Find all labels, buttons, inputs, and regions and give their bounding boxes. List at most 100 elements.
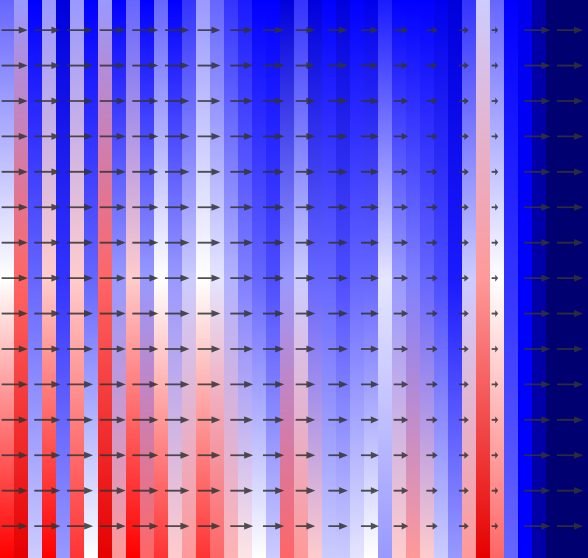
arrow (99, 168, 126, 176)
arrow (524, 168, 551, 176)
heatmap-cell (350, 0, 365, 558)
arrow (328, 203, 348, 211)
arrow (360, 380, 379, 388)
arrow (491, 451, 499, 459)
arrow (164, 97, 190, 105)
arrow (328, 487, 348, 495)
arrow (66, 26, 94, 34)
arrow (1, 62, 28, 70)
arrow (99, 487, 126, 495)
arrow (426, 97, 438, 105)
arrow (328, 522, 348, 530)
arrow (556, 487, 584, 495)
heatmap-cell (56, 0, 71, 558)
arrow (197, 97, 221, 105)
arrow (524, 310, 551, 318)
arrow (556, 416, 584, 424)
arrow (524, 487, 551, 495)
arrow (328, 345, 348, 353)
arrow (360, 274, 379, 282)
arrow (458, 62, 469, 70)
arrow (426, 522, 438, 530)
arrow (360, 487, 379, 495)
arrow (556, 274, 584, 282)
arrow (328, 26, 348, 34)
arrow (262, 26, 285, 34)
arrow (328, 380, 348, 388)
arrow (197, 132, 221, 140)
arrow (295, 168, 316, 176)
arrow (393, 132, 409, 140)
arrow (1, 487, 28, 495)
arrow (99, 203, 126, 211)
arrow (197, 310, 221, 318)
arrow (197, 416, 221, 424)
arrow (524, 416, 551, 424)
arrow (197, 345, 221, 353)
arrow (426, 380, 438, 388)
arrow (491, 274, 499, 282)
arrow (360, 97, 379, 105)
arrow (132, 26, 159, 34)
arrow (99, 451, 126, 459)
arrow (556, 345, 584, 353)
arrow (426, 62, 438, 70)
arrow (1, 310, 28, 318)
arrow (556, 380, 584, 388)
arrow (164, 274, 190, 282)
arrow (360, 522, 379, 530)
arrow (556, 522, 584, 530)
arrow (164, 62, 190, 70)
arrow (132, 203, 159, 211)
arrow (132, 416, 159, 424)
arrow (360, 310, 379, 318)
arrow (1, 380, 28, 388)
arrow (164, 239, 190, 247)
arrow (230, 239, 254, 247)
arrow (393, 168, 409, 176)
arrow (132, 239, 159, 247)
heatmap-cell (154, 0, 169, 558)
arrow (262, 345, 285, 353)
arrow (491, 62, 499, 70)
arrow (524, 97, 551, 105)
arrow (426, 168, 438, 176)
arrow (458, 26, 469, 34)
arrow (34, 97, 61, 105)
arrow (66, 310, 94, 318)
arrow (328, 62, 348, 70)
arrow (197, 522, 221, 530)
arrow (295, 203, 316, 211)
arrow (197, 451, 221, 459)
arrow (262, 62, 285, 70)
arrow (132, 168, 159, 176)
arrow (393, 416, 409, 424)
arrow (458, 487, 469, 495)
arrow (458, 345, 469, 353)
arrow (197, 274, 221, 282)
arrow (491, 203, 499, 211)
arrow (491, 310, 499, 318)
arrow (491, 239, 499, 247)
arrow (1, 274, 28, 282)
arrow (556, 97, 584, 105)
arrow (1, 26, 28, 34)
arrow (164, 416, 190, 424)
arrow (1, 239, 28, 247)
heatmap-cell (252, 0, 267, 558)
arrow (230, 451, 254, 459)
arrow (556, 451, 584, 459)
arrow (230, 62, 254, 70)
arrow (262, 487, 285, 495)
arrow (164, 451, 190, 459)
arrow (491, 168, 499, 176)
arrow (393, 203, 409, 211)
arrow (328, 168, 348, 176)
arrow (230, 487, 254, 495)
arrow (426, 416, 438, 424)
arrow (295, 416, 316, 424)
arrow (99, 380, 126, 388)
arrow (197, 239, 221, 247)
arrow (295, 26, 316, 34)
arrow (164, 132, 190, 140)
